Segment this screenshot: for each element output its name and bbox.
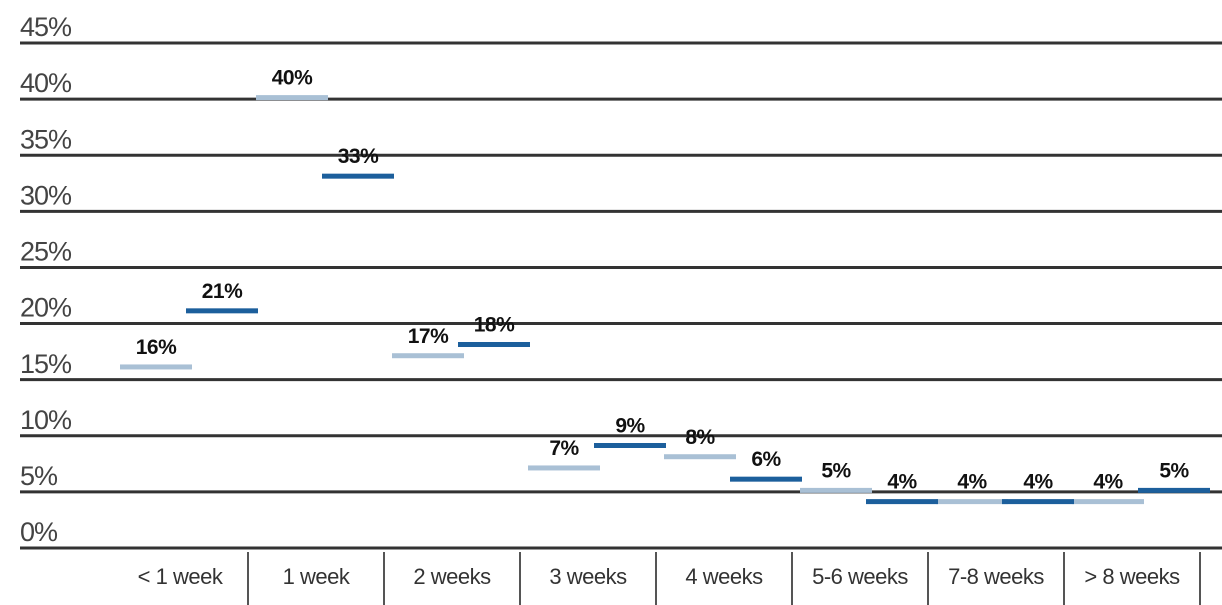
x-tick-label: 5-6 weeks <box>812 564 908 589</box>
y-tick-label: 40% <box>20 68 72 98</box>
bar-cap <box>730 476 802 482</box>
y-tick-label: 35% <box>20 124 72 154</box>
bar <box>327 177 389 548</box>
value-label: 4% <box>887 471 917 494</box>
bar-cap <box>866 499 938 505</box>
value-label: 6% <box>751 448 781 471</box>
x-tick-label: > 8 weeks <box>1084 564 1180 589</box>
bar-cap <box>1002 499 1074 505</box>
bar <box>1077 503 1139 548</box>
bar <box>1007 503 1069 548</box>
bar-cap <box>186 308 258 314</box>
value-label: 4% <box>1093 471 1123 494</box>
bar-cap <box>120 364 192 370</box>
y-tick-label: 30% <box>20 180 72 210</box>
bar <box>1143 491 1205 548</box>
value-label: 33% <box>338 145 379 168</box>
value-label: 8% <box>685 426 715 449</box>
bar <box>533 469 595 548</box>
bar-cap <box>458 342 530 347</box>
bar-cap <box>1072 499 1144 505</box>
y-tick-label: 10% <box>20 405 72 435</box>
bar-cap <box>392 353 464 359</box>
bar <box>735 480 797 548</box>
value-label: 4% <box>957 471 987 494</box>
value-label: 40% <box>272 67 313 90</box>
x-tick-label: 7-8 weeks <box>948 564 1044 589</box>
value-label: 5% <box>821 459 851 482</box>
bar <box>805 491 867 548</box>
bar <box>261 99 323 548</box>
value-label: 5% <box>1159 459 1189 482</box>
y-tick-label: 0% <box>20 517 58 547</box>
y-tick-label: 25% <box>20 237 72 267</box>
bar <box>125 368 187 548</box>
value-label: 21% <box>202 280 243 303</box>
y-tick-label: 45% <box>20 12 72 42</box>
y-tick-label: 5% <box>20 461 58 491</box>
y-tick-label: 20% <box>20 293 72 323</box>
bar-cap <box>594 443 666 448</box>
x-tick-label: < 1 week <box>138 564 224 589</box>
bar <box>191 312 253 548</box>
bar-cap <box>1138 487 1210 493</box>
x-tick-label: 3 weeks <box>549 564 627 589</box>
bar <box>871 503 933 548</box>
bar <box>463 346 525 548</box>
bar <box>599 447 661 548</box>
x-tick-label: 2 weeks <box>413 564 491 589</box>
value-label: 7% <box>549 437 579 460</box>
bar-cap <box>664 454 736 460</box>
bar-cap <box>322 173 394 179</box>
y-tick-label: 15% <box>20 349 72 379</box>
bar <box>669 458 731 548</box>
bar-cap <box>800 487 872 493</box>
bar-cap <box>256 95 328 101</box>
value-label: 17% <box>408 325 449 348</box>
value-label: 18% <box>474 314 515 337</box>
value-label: 9% <box>615 415 645 438</box>
value-label: 16% <box>136 336 177 359</box>
value-label: 4% <box>1023 471 1053 494</box>
x-tick-label: 4 weeks <box>685 564 763 589</box>
bar <box>941 503 1003 548</box>
bar <box>397 357 459 548</box>
x-tick-label: 1 week <box>283 564 351 589</box>
bar-cap <box>936 499 1008 505</box>
bar-cap <box>528 465 600 471</box>
